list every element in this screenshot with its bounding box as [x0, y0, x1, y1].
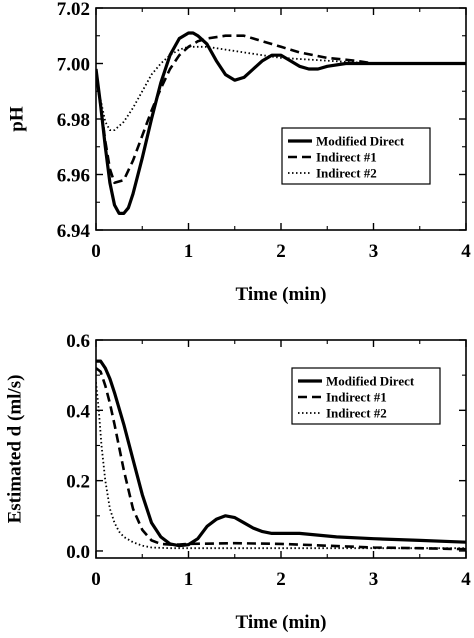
- legend-box: [291, 367, 441, 425]
- legend-label: Modified Direct: [326, 374, 415, 389]
- x-tick-label: 3: [369, 241, 379, 262]
- x-tick-label: 2: [276, 241, 286, 262]
- y-tick-label: 0.0: [66, 542, 90, 563]
- y-tick-label: 7.00: [57, 55, 90, 76]
- x-tick-label: 2: [276, 569, 286, 590]
- legend-label: Modified Direct: [316, 134, 405, 149]
- y-axis-title: Estimated d (ml/s): [4, 375, 25, 524]
- series-line-modified-direct: [96, 31, 466, 215]
- x-tick-label: 3: [369, 569, 379, 590]
- x-tick-label: 0: [91, 569, 101, 590]
- y-tick-label: 7.02: [57, 0, 90, 20]
- legend-label: Indirect #2: [316, 166, 377, 181]
- legend-label: Indirect #1: [326, 390, 387, 405]
- x-tick-label: 0: [91, 241, 101, 262]
- y-tick-label: 6.98: [57, 110, 90, 131]
- y-axis-title: pH: [6, 106, 27, 132]
- y-tick-label: 0.6: [66, 331, 90, 352]
- series-line-indirect-1: [96, 34, 466, 185]
- y-tick-label: 0.4: [66, 401, 90, 422]
- ph-chart: 0 1 2 3 4 6.94 6.96 6.98 7.00 7.02 Time (min) pH Mod…: [6, 0, 471, 305]
- x-axis-title: Time (min): [236, 612, 327, 633]
- x-tick-label: 4: [461, 241, 471, 262]
- legend-label: Indirect #2: [326, 406, 387, 421]
- x-tick-label: 4: [461, 569, 471, 590]
- legend-label: Indirect #1: [316, 150, 377, 165]
- series-line-indirect-2: [96, 45, 466, 132]
- estimated-d-chart: 0 1 2 3 4 0.0 0.2 0.4 0.6 Time (min) Estimated d (…: [4, 331, 471, 633]
- y-tick-label: 0.2: [66, 472, 90, 493]
- y-tick-label: 6.94: [57, 221, 91, 242]
- y-tick-label: 6.96: [57, 166, 90, 187]
- series-line-modified-direct: [96, 359, 466, 548]
- x-tick-label: 1: [184, 241, 194, 262]
- x-tick-label: 1: [184, 569, 194, 590]
- x-axis-title: Time (min): [236, 284, 327, 305]
